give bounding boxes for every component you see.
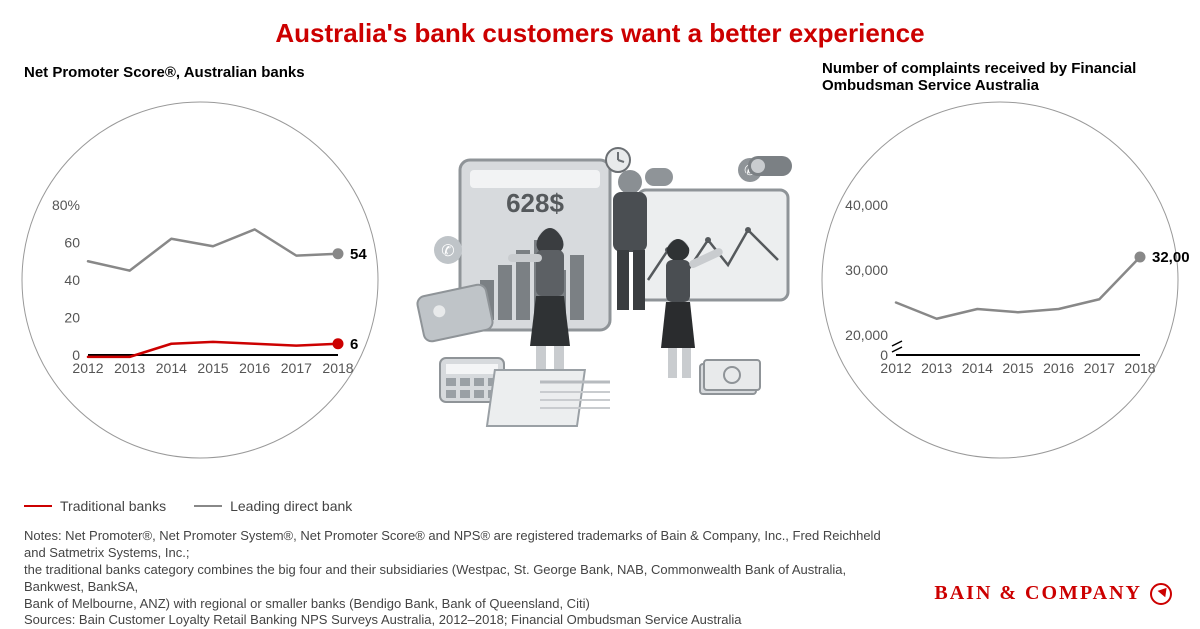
svg-text:20: 20: [64, 310, 80, 326]
svg-text:2012: 2012: [72, 360, 103, 376]
svg-text:2015: 2015: [1002, 360, 1033, 376]
illus-newspaper: [487, 370, 610, 426]
svg-text:32,000: 32,000: [1152, 249, 1190, 266]
nps-chart: 020406080%201220132014201520162017201854…: [10, 90, 390, 470]
svg-text:54: 54: [350, 246, 367, 263]
svg-text:2018: 2018: [322, 360, 353, 376]
svg-text:40: 40: [64, 272, 80, 288]
svg-text:2014: 2014: [962, 360, 993, 376]
legend-swatch: [194, 505, 222, 507]
svg-text:2012: 2012: [880, 360, 911, 376]
svg-text:2014: 2014: [156, 360, 187, 376]
legend: Traditional banks Leading direct bank: [24, 498, 352, 514]
brand-logo-text: BAIN & COMPANY: [934, 582, 1172, 605]
svg-text:2018: 2018: [1124, 360, 1155, 376]
svg-text:80%: 80%: [52, 197, 80, 213]
center-illustration: 628$ ✆: [400, 120, 800, 450]
svg-text:2013: 2013: [921, 360, 952, 376]
page-title: Australia's bank customers want a better…: [0, 0, 1200, 49]
svg-text:60: 60: [64, 235, 80, 251]
svg-text:2015: 2015: [197, 360, 228, 376]
footnotes: Notes: Net Promoter®, Net Promoter Syste…: [24, 528, 900, 629]
left-chart-subtitle: Net Promoter Score®, Australian banks: [24, 64, 305, 81]
svg-text:2017: 2017: [281, 360, 312, 376]
svg-text:6: 6: [350, 336, 358, 353]
svg-text:20,000: 20,000: [845, 327, 888, 343]
illus-cash: [700, 360, 760, 394]
illus-card: [416, 283, 494, 343]
legend-label: Leading direct bank: [230, 498, 352, 514]
legend-item-traditional: Traditional banks: [24, 498, 166, 514]
legend-swatch: [24, 505, 52, 507]
svg-text:30,000: 30,000: [845, 262, 888, 278]
right-chart-subtitle: Number of complaints received by Financi…: [822, 60, 1182, 94]
svg-text:✆: ✆: [441, 243, 454, 260]
svg-text:2016: 2016: [239, 360, 270, 376]
svg-text:2013: 2013: [114, 360, 145, 376]
complaints-chart: 020,00030,00040,000201220132014201520162…: [810, 90, 1190, 470]
svg-text:40,000: 40,000: [845, 197, 888, 213]
legend-item-direct: Leading direct bank: [194, 498, 352, 514]
illus-628-label: 628$: [506, 188, 564, 218]
legend-label: Traditional banks: [60, 498, 166, 514]
svg-text:2016: 2016: [1043, 360, 1074, 376]
bain-compass-icon: [1150, 583, 1172, 605]
svg-text:2017: 2017: [1084, 360, 1115, 376]
